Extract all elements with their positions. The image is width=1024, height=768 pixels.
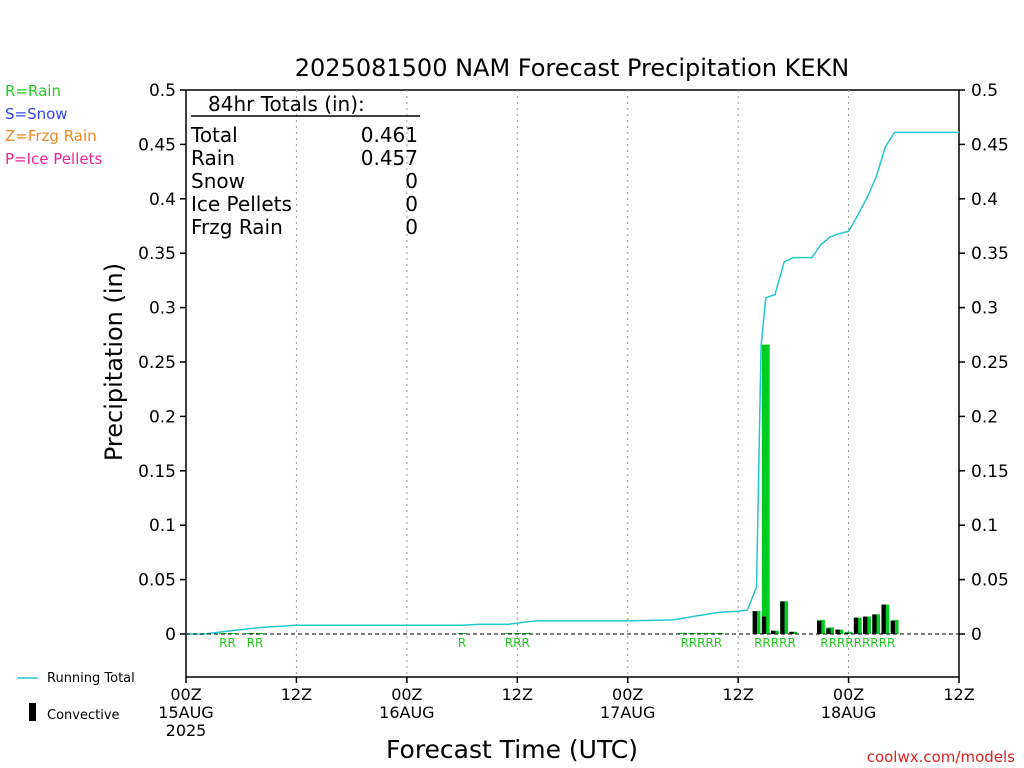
x-tick-label: 16AUG (379, 703, 434, 722)
legend-frzg-rain: Z=Frzg Rain (5, 127, 97, 145)
precip-bar-10 (697, 632, 706, 634)
convective-bar-20 (835, 629, 840, 634)
bars (218, 344, 899, 634)
totals-label-ice-pellets: Ice Pellets (191, 192, 292, 216)
y-tick-labels: 0 00.05 0.050.1 0.10.15 0.150.2 0.20.25 0.250.… (138, 81, 1009, 645)
precip-bar-8 (679, 632, 687, 634)
totals-box: 84hr Totals (in): Total 0.461 Rain 0.457… (190, 92, 420, 239)
y-tick-label-right: 0.5 (971, 81, 998, 101)
y-tick-label-left: 0.3 (149, 299, 176, 319)
convective-bar-26 (890, 620, 895, 634)
totals-label-total: Total (190, 123, 238, 147)
x-tick-label: 15AUG (158, 703, 213, 722)
running-total-legend-label: Running Total (47, 671, 135, 686)
convective-bar-22 (853, 617, 859, 634)
ptype-label-2: R (458, 636, 466, 650)
y-tick-label-right: 0.35 (971, 244, 1009, 264)
y-tick-label-right: 0.45 (971, 135, 1009, 155)
precip-bar-11 (706, 632, 715, 634)
y-tick-label-right: 0.1 (971, 516, 998, 536)
y-tick-label-left: 0.1 (149, 516, 176, 536)
convective-bar-13 (752, 611, 757, 634)
running-total-series (186, 131, 959, 635)
ptype-label-0: RR (219, 636, 236, 650)
convective-legend-label: Convective (47, 708, 120, 723)
x-tick-label: 00Z (612, 685, 643, 704)
precip-bar-1 (228, 633, 236, 634)
y-tick-label-right: 0 (971, 625, 982, 645)
x-tick-label: 18AUG (821, 703, 876, 722)
ptype-label-3: RRR (505, 636, 530, 650)
ptype-labels: RR RR R RRR RRRRR RRRRR RRRRRRRRR (219, 636, 895, 650)
series-legend: Running Total Convective (17, 671, 135, 723)
convective-bar-19 (826, 628, 831, 634)
plot-frame (185, 89, 960, 678)
precip-bar-7 (522, 633, 531, 634)
ptype-label-4: RRRRR (680, 636, 722, 650)
ptype-label-6: RRRRRRRRR (820, 636, 895, 650)
y-tick-label-left: 0.2 (149, 407, 176, 427)
y-tick-label-right: 0.25 (971, 353, 1009, 373)
convective-bar-15 (771, 630, 776, 634)
totals-label-frzg-rain: Frzg Rain (191, 215, 283, 239)
precip-bar-9 (688, 632, 697, 634)
x-tick-label: 2025 (166, 721, 207, 740)
convective-bar-18 (817, 620, 822, 634)
credit-text: coolwx.com/models (867, 748, 1015, 766)
convective-bar-24 (872, 614, 877, 634)
convective-bar-23 (863, 616, 868, 634)
totals-value-snow: 0 (405, 169, 418, 193)
ptype-label-5: RRRRR (754, 636, 796, 650)
x-axis-title: Forecast Time (UTC) (386, 735, 638, 764)
precip-bar-12 (715, 632, 724, 634)
y-tick-label-left: 0.45 (138, 135, 176, 155)
y-tick-label-right: 0.4 (971, 190, 998, 210)
y-tick-label-right: 0.05 (971, 571, 1009, 591)
y-axis-title: Precipitation (in) (100, 263, 128, 461)
x-tick-label: 12Z (943, 685, 974, 704)
totals-value-frzg-rain: 0 (405, 215, 418, 239)
ptype-label-1: RR (247, 636, 264, 650)
convective-bar-21 (844, 632, 849, 634)
precip-bar-14 (761, 344, 770, 634)
convective-swatch (29, 703, 36, 721)
y-tick-label-left: 0 (165, 625, 176, 645)
y-tick-label-left: 0.15 (138, 462, 176, 482)
chart-title: 2025081500 NAM Forecast Precipitation KE… (295, 54, 849, 82)
legend-rain: R=Rain (5, 82, 61, 100)
convective-bar-17 (789, 631, 794, 634)
legend-snow: S=Snow (5, 105, 68, 123)
y-tick-label-right: 0.2 (971, 407, 998, 427)
x-tick-label: 12Z (502, 685, 533, 704)
x-tick-label: 12Z (281, 685, 312, 704)
grid-lines (295, 90, 850, 677)
totals-value-total: 0.461 (361, 123, 418, 147)
convective-bar-16 (780, 601, 785, 634)
y-tick-label-left: 0.4 (149, 190, 176, 210)
totals-heading: 84hr Totals (in): (208, 92, 365, 116)
convective-bar-14 (761, 616, 767, 634)
y-tick-label-left: 0.05 (138, 571, 176, 591)
y-tick-label-left: 0.25 (138, 353, 176, 373)
y-tick-label-right: 0.15 (971, 462, 1009, 482)
y-tick-label-right: 0.3 (971, 299, 998, 319)
y-tick-label-left: 0.5 (149, 81, 176, 101)
ptype-legend: R=Rain S=Snow Z=Frzg Rain P=Ice Pellets (5, 82, 102, 168)
running-total-line (186, 131, 959, 635)
totals-value-ice-pellets: 0 (405, 192, 418, 216)
y-tick-label-left: 0.35 (138, 244, 176, 264)
x-tick-label: 00Z (833, 685, 864, 704)
x-tick-label: 12Z (722, 685, 753, 704)
totals-label-rain: Rain (191, 146, 235, 170)
totals-value-rain: 0.457 (361, 146, 418, 170)
convective-bar-25 (881, 604, 886, 634)
legend-ice-pellets: P=Ice Pellets (5, 150, 102, 168)
x-tick-label: 00Z (391, 685, 422, 704)
x-tick-label: 00Z (170, 685, 201, 704)
x-tick-label: 17AUG (600, 703, 655, 722)
totals-label-snow: Snow (191, 169, 245, 193)
